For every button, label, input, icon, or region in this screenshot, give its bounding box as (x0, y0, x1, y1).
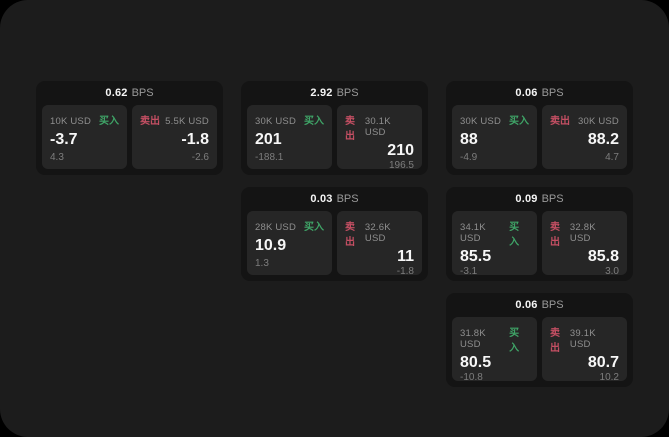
buy-quote-panel[interactable]: 28K USD 买入 10.9 1.3 (247, 211, 332, 275)
buy-delta: -3.1 (460, 266, 478, 277)
buy-amount: 10K USD (50, 116, 92, 127)
buy-value: -3.7 (50, 130, 78, 148)
sell-side-label: 卖出 (345, 222, 355, 248)
bps-header: 0.09 BPS (452, 187, 627, 211)
buy-amount: 34.1K USD (460, 222, 486, 244)
sell-amount: 32.8K USD (569, 222, 596, 244)
bps-value: 0.09 (515, 193, 538, 205)
buy-delta: -4.9 (460, 152, 478, 163)
quote-card: 2.92 BPS 30K USD 买入 201 -188.1 卖出 30.1K … (241, 81, 428, 175)
bps-header: 0.03 BPS (247, 187, 422, 211)
quote-grid: 0.62 BPS 10K USD 买入 -3.7 4.3 卖出 5.5K USD (36, 81, 633, 387)
sell-side-label: 卖出 (140, 116, 160, 127)
bps-header: 0.62 BPS (42, 81, 217, 105)
sell-quote-panel[interactable]: 卖出 30K USD 88.2 4.7 (542, 105, 627, 169)
sell-quote-panel[interactable]: 卖出 5.5K USD -1.8 -2.6 (132, 105, 217, 169)
sell-quote-panel[interactable]: 卖出 30.1K USD 210 196.5 (337, 105, 422, 171)
buy-side-label: 买入 (99, 116, 119, 127)
bps-value: 2.92 (310, 87, 333, 99)
quote-card: 0.62 BPS 10K USD 买入 -3.7 4.3 卖出 5.5K USD (36, 81, 223, 175)
buy-side-label: 买入 (304, 222, 324, 233)
bps-unit-label: BPS (131, 87, 154, 99)
sell-quote-panel[interactable]: 卖出 32.6K USD 11 -1.8 (337, 211, 422, 277)
sell-side-label: 卖出 (345, 116, 355, 142)
buy-side-label: 买入 (304, 116, 324, 127)
buy-value: 201 (255, 130, 282, 148)
sell-quote-panel[interactable]: 卖出 39.1K USD 80.7 10.2 (542, 317, 627, 383)
sell-value: 85.8 (587, 248, 619, 265)
buy-side-label: 买入 (509, 222, 520, 248)
bps-unit-label: BPS (336, 193, 359, 205)
buy-amount: 28K USD (255, 222, 297, 233)
quote-card: 0.06 BPS 30K USD 买入 88 -4.9 卖出 30K USD (446, 81, 633, 175)
bps-header: 0.06 BPS (452, 81, 627, 105)
sell-amount: 39.1K USD (569, 328, 596, 350)
buy-amount: 30K USD (460, 116, 502, 127)
sell-delta: 196.5 (388, 160, 414, 171)
sell-value: 88.2 (587, 130, 619, 148)
sell-amount: 5.5K USD (165, 116, 209, 127)
buy-delta: -188.1 (255, 152, 284, 163)
buy-delta: 1.3 (255, 258, 269, 269)
bps-unit-label: BPS (336, 87, 359, 99)
buy-amount: 31.8K USD (460, 328, 486, 350)
sell-delta: -2.6 (191, 152, 209, 163)
buy-value: 80.5 (460, 354, 492, 371)
buy-delta: -10.8 (460, 372, 483, 383)
bps-value: 0.62 (105, 87, 128, 99)
buy-side-label: 买入 (509, 328, 520, 354)
buy-side-label: 买入 (509, 116, 529, 127)
bps-unit-label: BPS (541, 87, 564, 99)
sell-delta: 3.0 (605, 266, 619, 277)
bps-value: 0.06 (515, 299, 538, 311)
quote-card: 0.09 BPS 34.1K USD 买入 85.5 -3.1 卖出 32.8K… (446, 187, 633, 281)
buy-delta: 4.3 (50, 152, 64, 163)
bps-value: 0.03 (310, 193, 333, 205)
sell-side-label: 卖出 (550, 328, 560, 354)
quote-card: 0.03 BPS 28K USD 买入 10.9 1.3 卖出 32.6K US… (241, 187, 428, 281)
bps-unit-label: BPS (541, 299, 564, 311)
buy-amount: 30K USD (255, 116, 297, 127)
buy-quote-panel[interactable]: 30K USD 买入 88 -4.9 (452, 105, 537, 169)
sell-value: 11 (397, 248, 414, 265)
buy-quote-panel[interactable]: 10K USD 买入 -3.7 4.3 (42, 105, 127, 169)
sell-side-label: 卖出 (550, 222, 560, 248)
bps-value: 0.06 (515, 87, 538, 99)
bps-unit-label: BPS (541, 193, 564, 205)
buy-quote-panel[interactable]: 31.8K USD 买入 80.5 -10.8 (452, 317, 537, 383)
bps-header: 0.06 BPS (452, 293, 627, 317)
buy-value: 10.9 (255, 236, 287, 254)
bps-header: 2.92 BPS (247, 81, 422, 105)
sell-delta: -1.8 (396, 266, 414, 277)
sell-delta: 4.7 (605, 152, 619, 163)
quote-card: 0.06 BPS 31.8K USD 买入 80.5 -10.8 卖出 39.1… (446, 293, 633, 387)
buy-value: 88 (460, 130, 478, 148)
buy-quote-panel[interactable]: 34.1K USD 买入 85.5 -3.1 (452, 211, 537, 277)
sell-value: 80.7 (587, 354, 619, 371)
buy-quote-panel[interactable]: 30K USD 买入 201 -188.1 (247, 105, 332, 169)
sell-value: 210 (387, 142, 414, 159)
sell-quote-panel[interactable]: 卖出 32.8K USD 85.8 3.0 (542, 211, 627, 277)
buy-value: 85.5 (460, 248, 492, 265)
sell-side-label: 卖出 (550, 116, 570, 127)
sell-amount: 32.6K USD (364, 222, 391, 244)
sell-amount: 30.1K USD (364, 116, 391, 138)
sell-value: -1.8 (181, 130, 209, 148)
sell-amount: 30K USD (577, 116, 619, 127)
sell-delta: 10.2 (599, 372, 619, 383)
